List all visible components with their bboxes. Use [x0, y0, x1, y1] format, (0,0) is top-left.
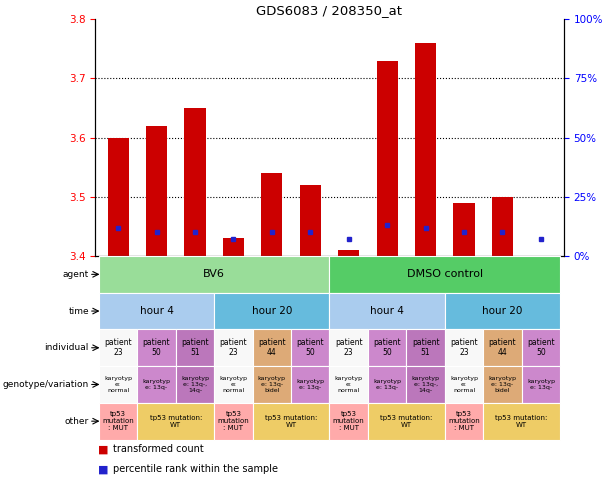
- Text: tp53
mutation
: MUT: tp53 mutation : MUT: [448, 411, 480, 431]
- Text: tp53 mutation:
WT: tp53 mutation: WT: [150, 415, 202, 427]
- Text: patient
23: patient 23: [104, 338, 132, 357]
- FancyBboxPatch shape: [368, 403, 445, 440]
- Text: transformed count: transformed count: [113, 444, 204, 455]
- FancyBboxPatch shape: [176, 329, 214, 366]
- FancyBboxPatch shape: [137, 366, 176, 403]
- Text: karyotyp
e: 13q-: karyotyp e: 13q-: [142, 379, 170, 390]
- FancyBboxPatch shape: [99, 403, 137, 440]
- FancyBboxPatch shape: [176, 366, 214, 403]
- Text: tp53 mutation:
WT: tp53 mutation: WT: [495, 415, 548, 427]
- Text: other: other: [64, 417, 89, 426]
- FancyBboxPatch shape: [368, 366, 406, 403]
- FancyBboxPatch shape: [214, 403, 253, 440]
- FancyBboxPatch shape: [291, 329, 330, 366]
- Text: tp53 mutation:
WT: tp53 mutation: WT: [380, 415, 433, 427]
- FancyBboxPatch shape: [291, 366, 330, 403]
- Text: tp53 mutation:
WT: tp53 mutation: WT: [265, 415, 318, 427]
- Bar: [261, 173, 283, 256]
- Text: karyotyp
e: 13q-
bidel: karyotyp e: 13q- bidel: [489, 376, 517, 393]
- FancyBboxPatch shape: [483, 366, 522, 403]
- Text: time: time: [68, 307, 89, 315]
- FancyBboxPatch shape: [137, 329, 176, 366]
- Bar: [185, 108, 205, 256]
- FancyBboxPatch shape: [253, 366, 291, 403]
- FancyBboxPatch shape: [445, 293, 560, 329]
- FancyBboxPatch shape: [253, 403, 330, 440]
- Text: DMSO control: DMSO control: [407, 270, 483, 279]
- Text: ■: ■: [98, 464, 109, 474]
- Text: ■: ■: [98, 444, 109, 455]
- FancyBboxPatch shape: [522, 329, 560, 366]
- FancyBboxPatch shape: [99, 293, 214, 329]
- Text: hour 20: hour 20: [252, 306, 292, 316]
- Text: percentile rank within the sample: percentile rank within the sample: [113, 464, 278, 474]
- Text: patient
23: patient 23: [219, 338, 247, 357]
- Text: patient
50: patient 50: [297, 338, 324, 357]
- Text: patient
44: patient 44: [489, 338, 516, 357]
- Text: patient
51: patient 51: [181, 338, 209, 357]
- Text: hour 20: hour 20: [482, 306, 523, 316]
- FancyBboxPatch shape: [214, 329, 253, 366]
- Bar: [376, 61, 398, 256]
- Text: karyotyp
e: 13q-: karyotyp e: 13q-: [373, 379, 401, 390]
- FancyBboxPatch shape: [330, 293, 445, 329]
- FancyBboxPatch shape: [445, 329, 483, 366]
- Text: patient
23: patient 23: [450, 338, 478, 357]
- FancyBboxPatch shape: [330, 329, 368, 366]
- Text: tp53
mutation
: MUT: tp53 mutation : MUT: [102, 411, 134, 431]
- Bar: [492, 197, 513, 256]
- Text: patient
51: patient 51: [412, 338, 440, 357]
- Text: individual: individual: [45, 343, 89, 352]
- Text: karyotyp
e: 13q-: karyotyp e: 13q-: [296, 379, 324, 390]
- Text: karyotyp
e: 13q-,
14q-: karyotyp e: 13q-, 14q-: [411, 376, 440, 393]
- Text: genotype/variation: genotype/variation: [2, 380, 89, 389]
- Text: BV6: BV6: [204, 270, 225, 279]
- Text: agent: agent: [63, 270, 89, 279]
- FancyBboxPatch shape: [99, 366, 137, 403]
- Title: GDS6083 / 208350_at: GDS6083 / 208350_at: [256, 4, 403, 17]
- Bar: [415, 43, 436, 256]
- Text: karyotyp
e:
normal: karyotyp e: normal: [104, 376, 132, 393]
- FancyBboxPatch shape: [99, 329, 137, 366]
- Bar: [338, 250, 359, 256]
- FancyBboxPatch shape: [137, 403, 214, 440]
- FancyBboxPatch shape: [522, 366, 560, 403]
- FancyBboxPatch shape: [483, 403, 560, 440]
- FancyBboxPatch shape: [445, 366, 483, 403]
- FancyBboxPatch shape: [406, 329, 445, 366]
- Text: patient
50: patient 50: [527, 338, 555, 357]
- FancyBboxPatch shape: [214, 293, 330, 329]
- FancyBboxPatch shape: [445, 403, 483, 440]
- Text: patient
50: patient 50: [143, 338, 170, 357]
- Text: karyotyp
e: 13q-
bidel: karyotyp e: 13q- bidel: [258, 376, 286, 393]
- Bar: [223, 238, 244, 256]
- Text: patient
23: patient 23: [335, 338, 362, 357]
- Text: karyotyp
e: 13q-,
14q-: karyotyp e: 13q-, 14q-: [181, 376, 209, 393]
- Bar: [454, 203, 474, 256]
- FancyBboxPatch shape: [406, 366, 445, 403]
- Bar: [146, 126, 167, 256]
- Text: tp53
mutation
: MUT: tp53 mutation : MUT: [218, 411, 249, 431]
- Text: patient
44: patient 44: [258, 338, 286, 357]
- FancyBboxPatch shape: [368, 329, 406, 366]
- FancyBboxPatch shape: [253, 329, 291, 366]
- FancyBboxPatch shape: [330, 366, 368, 403]
- FancyBboxPatch shape: [330, 403, 368, 440]
- Text: karyotyp
e:
normal: karyotyp e: normal: [335, 376, 363, 393]
- Text: hour 4: hour 4: [370, 306, 404, 316]
- FancyBboxPatch shape: [214, 366, 253, 403]
- Bar: [107, 138, 129, 256]
- FancyBboxPatch shape: [99, 256, 330, 293]
- Text: patient
50: patient 50: [373, 338, 401, 357]
- Text: tp53
mutation
: MUT: tp53 mutation : MUT: [333, 411, 365, 431]
- FancyBboxPatch shape: [330, 256, 560, 293]
- Text: karyotyp
e:
normal: karyotyp e: normal: [450, 376, 478, 393]
- FancyBboxPatch shape: [483, 329, 522, 366]
- Text: karyotyp
e: 13q-: karyotyp e: 13q-: [527, 379, 555, 390]
- Bar: [300, 185, 321, 256]
- Text: hour 4: hour 4: [140, 306, 173, 316]
- Text: karyotyp
e:
normal: karyotyp e: normal: [219, 376, 248, 393]
